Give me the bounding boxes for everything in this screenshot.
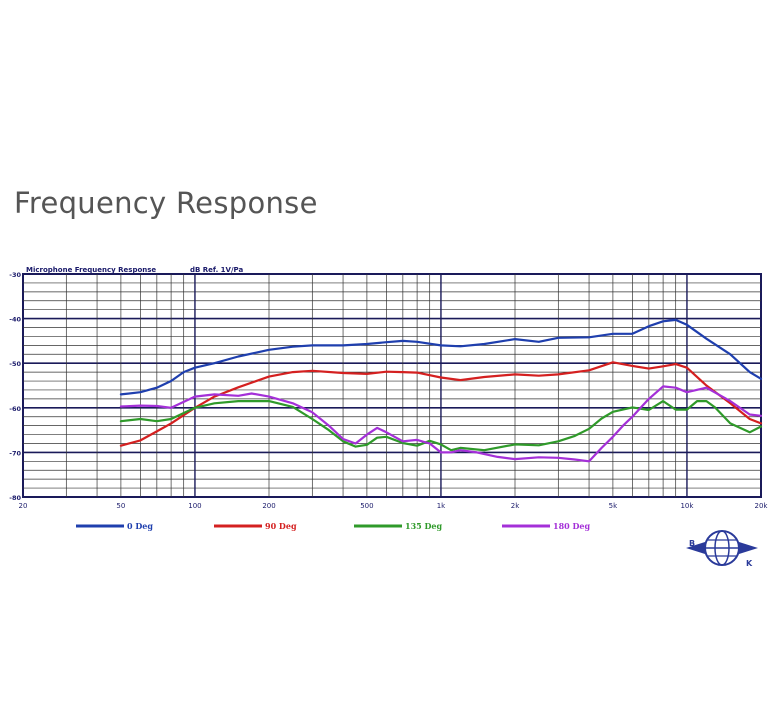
- logo-right-wing: [739, 542, 758, 554]
- page-heading: Frequency Response: [14, 186, 318, 220]
- grid: [23, 274, 761, 497]
- chart-ylabel: dB Ref. 1V/Pa: [190, 266, 243, 274]
- logo-left-wing: [686, 542, 705, 554]
- legend-label-180-deg: 180 Deg: [553, 521, 591, 531]
- x-tick-label: 1k: [437, 502, 446, 510]
- legend: 0 Deg 90 Deg 135 Deg 180 Deg: [76, 521, 591, 531]
- legend-label-90-deg: 90 Deg: [265, 521, 297, 531]
- y-tick-label: -40: [9, 316, 21, 324]
- legend-label-0-deg: 0 Deg: [127, 521, 153, 531]
- chart-title: Microphone Frequency Response: [26, 266, 156, 274]
- y-tick-label: -80: [9, 494, 21, 502]
- x-tick-label: 50: [116, 502, 125, 510]
- x-tick-label: 5k: [609, 502, 618, 510]
- x-tick-label: 20k: [755, 502, 769, 510]
- plot-frame: [22, 273, 762, 498]
- series-line-135-deg: [119, 400, 763, 452]
- x-tick-label: 20: [19, 502, 28, 510]
- x-tick-label: 500: [360, 502, 373, 510]
- logo-letter-k: K: [746, 559, 753, 568]
- x-tick-label: 10k: [680, 502, 694, 510]
- y-tick-label: -70: [9, 449, 21, 457]
- y-tick-label: -60: [9, 405, 21, 413]
- y-tick-label: -30: [9, 271, 21, 279]
- series-line-180-deg: [119, 385, 763, 463]
- x-tick-label: 2k: [511, 502, 520, 510]
- bk-logo: B K: [686, 530, 758, 568]
- y-tick-label: -50: [9, 360, 21, 368]
- legend-label-135-deg: 135 Deg: [405, 521, 443, 531]
- x-tick-label: 100: [188, 502, 201, 510]
- series-line-0-deg: [119, 318, 763, 396]
- logo-letter-b: B: [689, 539, 695, 548]
- x-tick-label: 200: [262, 502, 275, 510]
- series-layer: [119, 318, 763, 463]
